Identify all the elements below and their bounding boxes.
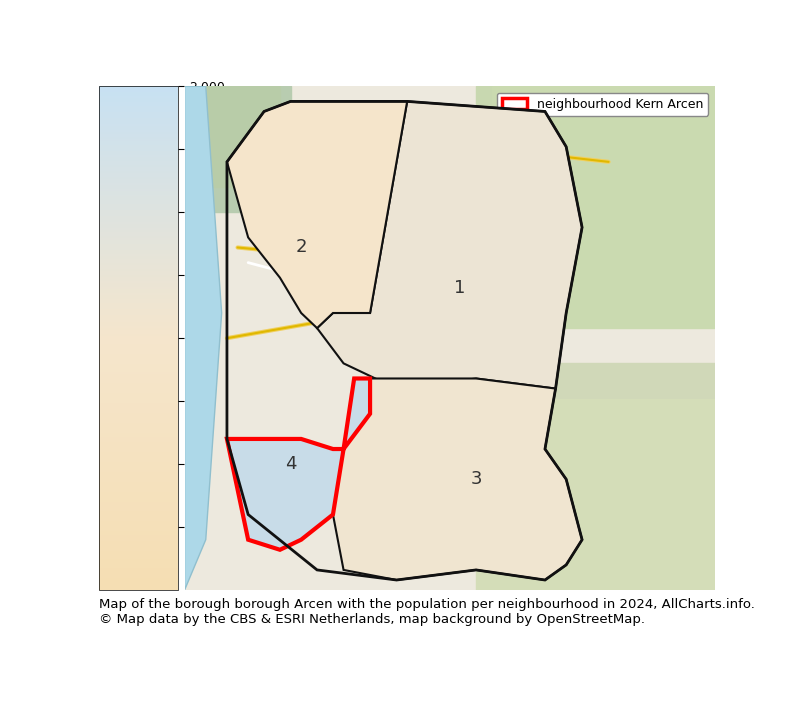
Text: Map of the borough borough Arcen with the population per neighbourhood in 2024, : Map of the borough borough Arcen with th… [99,597,755,626]
Text: 1: 1 [454,279,466,297]
Polygon shape [227,378,370,550]
Polygon shape [317,101,582,388]
Bar [476,86,715,313]
Bar [492,86,715,328]
Polygon shape [184,86,222,590]
Text: 3: 3 [470,470,482,488]
Polygon shape [333,378,582,580]
Bar [184,86,291,212]
Bar [476,398,715,590]
Text: 4: 4 [285,455,296,473]
Text: 2: 2 [295,239,307,257]
Bar [503,363,715,590]
Polygon shape [227,101,407,328]
Legend: neighbourhood Kern Arcen: neighbourhood Kern Arcen [497,93,708,116]
Bar [184,86,280,187]
